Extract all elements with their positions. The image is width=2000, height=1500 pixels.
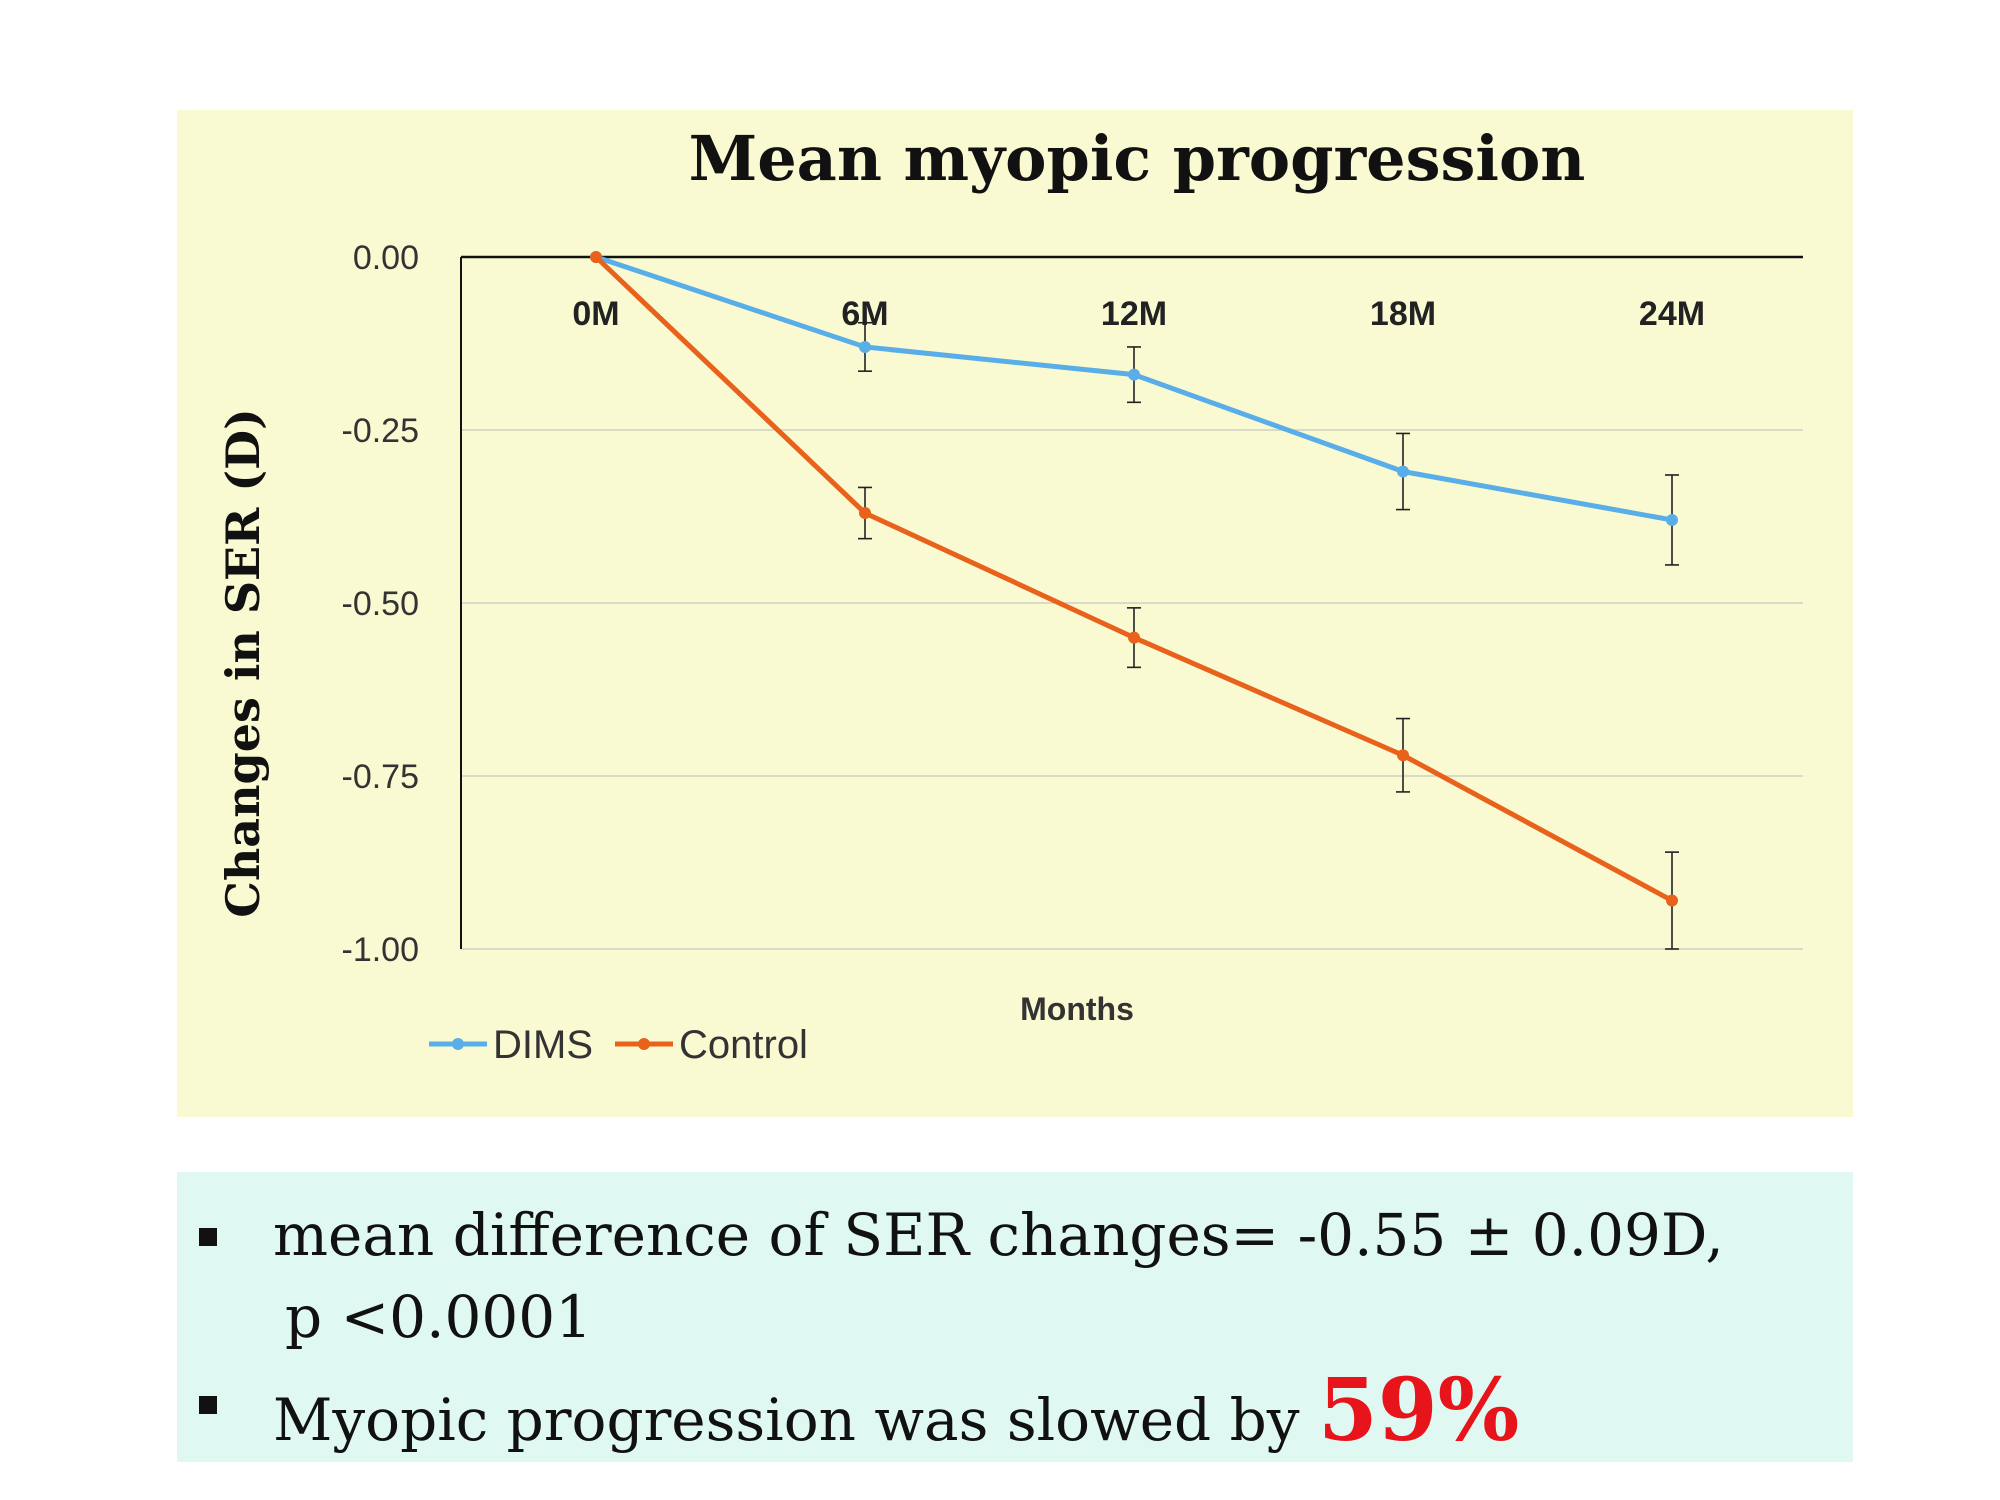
chart-title: Mean myopic progression (689, 122, 1586, 195)
chart-panel: 0.00 -0.25 -0.50 -0.75 -1.00 0M 6M 12M 18M 24M Mea… (177, 110, 1853, 1117)
square-bullet-icon (199, 1396, 217, 1414)
p-value-text: p <0.0001 (285, 1283, 593, 1351)
legend-label-control: Control (679, 1023, 808, 1067)
control-data-point (1666, 894, 1678, 907)
y-tick-label: -0.50 (342, 585, 420, 623)
y-axis-label: Changes in SER (D) (216, 408, 270, 918)
legend-swatch-marker (638, 1038, 650, 1050)
mean-difference-text: mean difference of SER changes= -0.55 ± … (273, 1201, 1724, 1269)
control-data-point (859, 507, 871, 520)
y-tick-label: -1.00 (342, 931, 420, 969)
legend-label-dims: DIMS (493, 1023, 593, 1067)
x-tick-label: 18M (1370, 295, 1436, 333)
control-data-point (1128, 631, 1140, 644)
dims-data-point (1397, 465, 1409, 478)
y-tick-label: -0.75 (342, 758, 420, 796)
x-tick-label: 24M (1639, 295, 1705, 333)
control-data-point (590, 251, 602, 263)
y-tick-label: 0.00 (353, 239, 419, 277)
progression-slowed-text: Myopic progression was slowed by 59% (273, 1360, 1520, 1461)
x-tick-label: 12M (1101, 295, 1167, 333)
control-data-point (1397, 749, 1409, 762)
dims-data-point (1666, 513, 1678, 526)
y-tick-label: -0.25 (342, 412, 420, 450)
percent-highlight: 59% (1317, 1360, 1520, 1461)
dims-data-point (859, 340, 871, 353)
square-bullet-icon (199, 1228, 217, 1246)
legend-swatch-marker (452, 1038, 464, 1050)
progression-slowed-prefix: Myopic progression was slowed by (273, 1386, 1318, 1454)
dims-data-point (1128, 368, 1140, 381)
x-axis-label: Months (1020, 991, 1134, 1027)
x-tick-label: 0M (572, 295, 619, 333)
summary-panel: mean difference of SER changes= -0.55 ± … (177, 1172, 1853, 1462)
